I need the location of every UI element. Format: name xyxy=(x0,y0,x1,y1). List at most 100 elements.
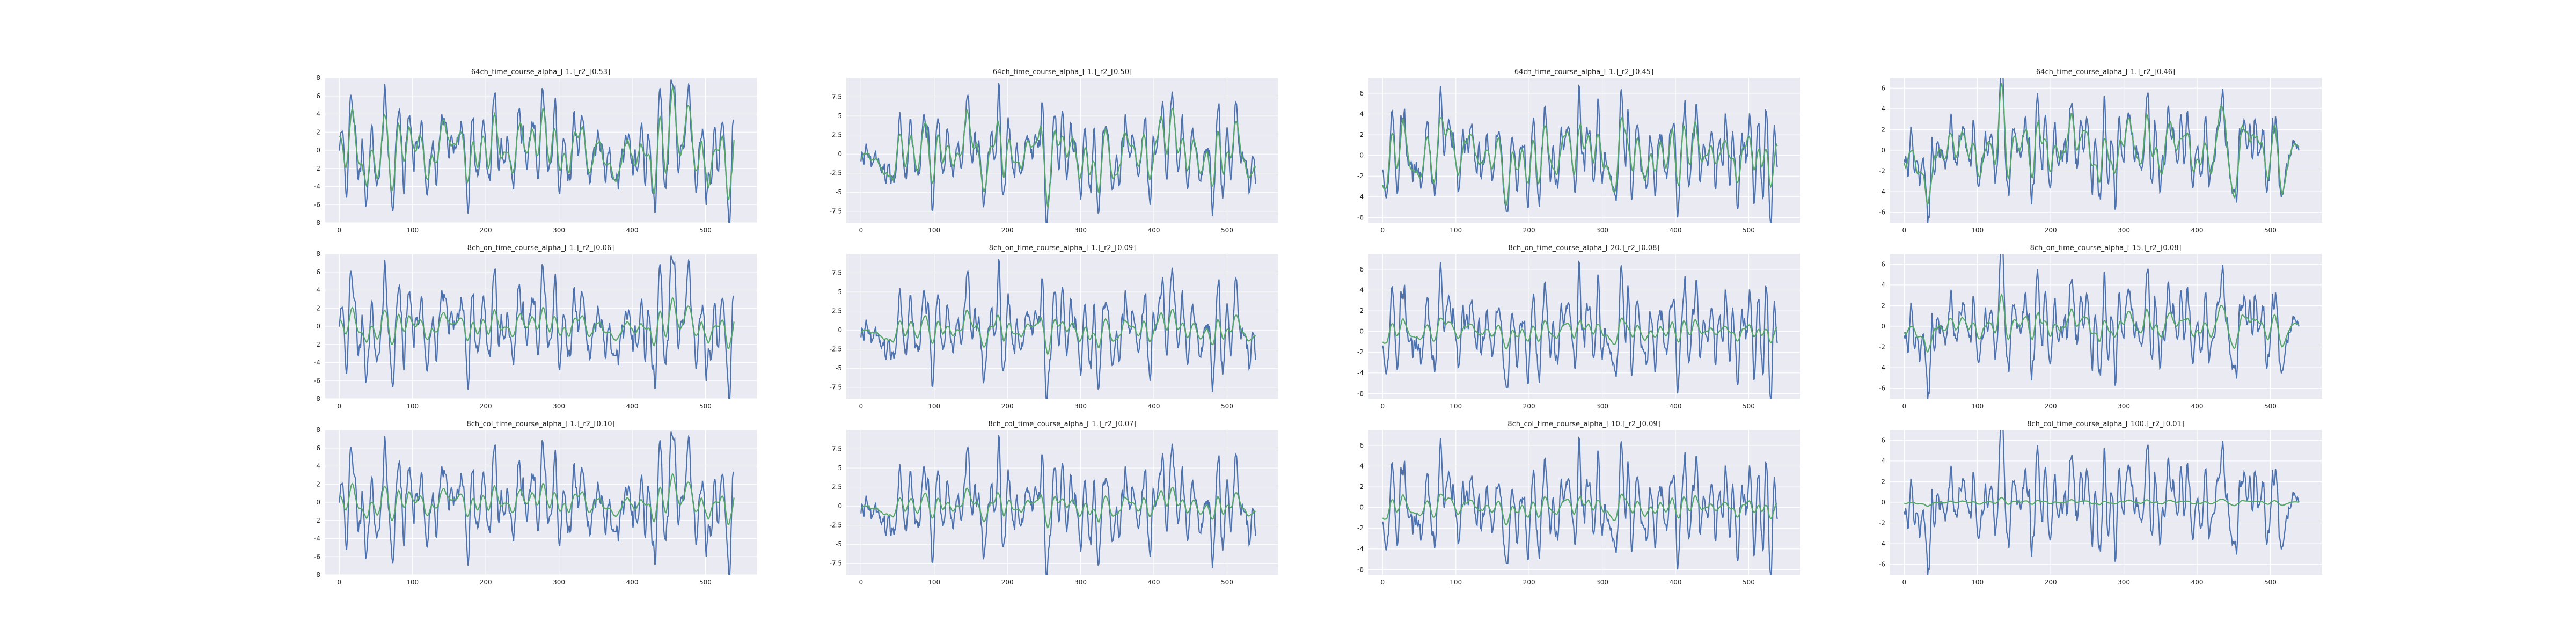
x-tick-label: 100 xyxy=(406,579,419,586)
x-tick-label: 500 xyxy=(699,402,712,410)
series-line-green xyxy=(1382,317,1778,350)
x-tick-label: 200 xyxy=(1523,579,1535,586)
x-tick-label: 0 xyxy=(1902,579,1906,586)
x-tick-label: 400 xyxy=(1670,402,1682,410)
x-tick-label: 300 xyxy=(1074,226,1087,234)
subplot-7: 8ch_on_time_course_alpha_[ 20.]_r2_[0.08… xyxy=(1357,244,1800,410)
x-tick-label: 100 xyxy=(1971,579,1984,586)
y-tick-label: -4 xyxy=(1357,369,1364,377)
x-tick-label: 400 xyxy=(626,226,639,234)
y-tick-label: -8 xyxy=(314,219,320,226)
y-tick-label: -6 xyxy=(1879,209,1885,216)
y-tick-label: 6 xyxy=(1359,266,1364,273)
subplot-title: 8ch_on_time_course_alpha_[ 15.]_r2_[0.08… xyxy=(2030,244,2182,252)
y-tick-label: 2.5 xyxy=(832,308,842,315)
subplot-title: 64ch_time_course_alpha_[ 1.]_r2_[0.45] xyxy=(1514,68,1653,76)
y-tick-label: 0 xyxy=(1881,147,1885,154)
series-line-green xyxy=(1904,497,2299,507)
y-tick-label: -8 xyxy=(314,395,320,402)
subplot-11: 8ch_col_time_course_alpha_[ 10.]_r2_[0.0… xyxy=(1357,420,1800,586)
x-tick-label: 300 xyxy=(1596,402,1608,410)
y-tick-label: -2 xyxy=(1357,524,1364,532)
y-tick-label: -4 xyxy=(314,183,320,191)
subplot-2: 64ch_time_course_alpha_[ 1.]_r2_[0.50] 0 1… xyxy=(830,68,1278,234)
y-tick-label: 5 xyxy=(838,288,842,296)
y-tick-label: -2 xyxy=(314,341,320,348)
y-tick-label: -4 xyxy=(1357,545,1364,553)
x-tick-label: 200 xyxy=(480,226,492,234)
x-tick-label: 500 xyxy=(1743,402,1755,410)
x-tick-label: 300 xyxy=(553,402,565,410)
x-tick-label: 400 xyxy=(1148,226,1160,234)
x-tick-label: 100 xyxy=(1971,402,1984,410)
series-line-green xyxy=(1904,83,2300,207)
y-tick-label: -6 xyxy=(1879,561,1885,568)
x-tick-label: 500 xyxy=(699,579,712,586)
x-tick-label: 400 xyxy=(1670,226,1682,234)
y-tick-label: -5 xyxy=(836,540,842,548)
y-tick-label: 4 xyxy=(316,111,320,118)
subplot-title: 8ch_col_time_course_alpha_[ 1.]_r2_[0.07… xyxy=(988,420,1136,428)
x-tick-label: 0 xyxy=(859,402,863,410)
subplot-title: 8ch_col_time_course_alpha_[ 100.]_r2_[0.… xyxy=(2027,420,2184,428)
y-tick-label: -2 xyxy=(1357,172,1364,180)
y-tick-label: -6 xyxy=(314,553,320,560)
y-tick-label: -2 xyxy=(1879,343,1885,351)
y-tick-label: 0 xyxy=(838,502,842,510)
x-tick-label: 300 xyxy=(553,226,565,234)
x-tick-label: 200 xyxy=(1001,226,1014,234)
y-tick-label: -5 xyxy=(836,364,842,372)
y-tick-label: -2 xyxy=(314,517,320,524)
y-tick-label: 2 xyxy=(316,480,320,488)
y-tick-label: 2 xyxy=(1359,131,1364,138)
y-tick-label: -4 xyxy=(1879,540,1885,547)
y-tick-label: 2.5 xyxy=(832,484,842,491)
series-line-green xyxy=(339,85,735,201)
y-tick-label: -6 xyxy=(1357,566,1364,573)
y-tick-label: -7.5 xyxy=(830,384,842,391)
y-tick-label: 4 xyxy=(316,287,320,294)
x-tick-label: 500 xyxy=(1743,579,1755,586)
x-tick-label: 500 xyxy=(2264,579,2277,586)
x-tick-label: 300 xyxy=(2118,402,2130,410)
subplot-title: 64ch_time_course_alpha_[ 1.]_r2_[0.50] xyxy=(993,68,1132,76)
y-tick-label: 6 xyxy=(1881,84,1885,92)
y-tick-label: 0 xyxy=(1881,499,1885,506)
y-tick-label: 0 xyxy=(316,323,320,330)
y-tick-label: -2 xyxy=(314,165,320,172)
y-tick-label: 2.5 xyxy=(832,131,842,139)
x-tick-label: 0 xyxy=(859,579,863,586)
y-tick-label: 0 xyxy=(1359,152,1364,159)
y-tick-label: -4 xyxy=(314,535,320,543)
x-tick-label: 400 xyxy=(1148,402,1160,410)
y-tick-label: -4 xyxy=(314,359,320,367)
series-line-blue xyxy=(339,79,735,223)
series-line-green xyxy=(1904,293,2300,353)
x-tick-label: 400 xyxy=(1148,579,1160,586)
y-tick-label: 4 xyxy=(1881,457,1885,465)
y-tick-label: -2.5 xyxy=(830,522,842,529)
y-tick-label: -6 xyxy=(1357,214,1364,221)
series-line-blue xyxy=(860,435,1256,575)
subplot-title: 8ch_on_time_course_alpha_[ 20.]_r2_[0.08… xyxy=(1509,244,1660,252)
series-line-blue xyxy=(1904,254,2300,399)
x-tick-label: 0 xyxy=(1380,579,1385,586)
series-line-green xyxy=(860,487,1256,529)
y-tick-label: -6 xyxy=(314,201,320,208)
x-tick-label: 300 xyxy=(1596,579,1608,586)
y-tick-label: -2 xyxy=(1879,519,1885,527)
x-tick-label: 0 xyxy=(1902,402,1906,410)
subplot-1: 64ch_time_course_alpha_[ 1.]_r2_[0.53] 0 1… xyxy=(314,68,757,234)
plot-background xyxy=(1368,78,1800,223)
y-tick-label: -2 xyxy=(1879,167,1885,175)
x-tick-label: 300 xyxy=(1074,579,1087,586)
y-tick-label: 8 xyxy=(316,250,320,258)
series-line-green xyxy=(1382,493,1778,526)
x-tick-label: 400 xyxy=(1670,579,1682,586)
subplot-10: 8ch_col_time_course_alpha_[ 1.]_r2_[0.07… xyxy=(830,420,1278,586)
y-tick-label: 7.5 xyxy=(832,269,842,277)
y-tick-label: 5 xyxy=(838,112,842,120)
y-tick-label: 4 xyxy=(316,463,320,470)
x-tick-label: 500 xyxy=(2264,226,2277,234)
y-tick-label: -5 xyxy=(836,188,842,196)
